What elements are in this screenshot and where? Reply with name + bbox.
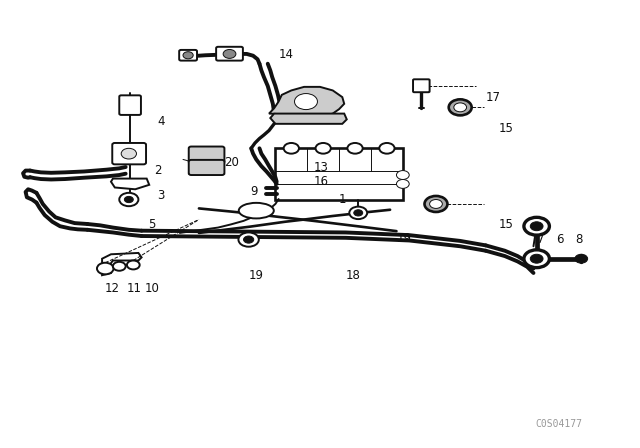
Circle shape [284, 143, 299, 154]
Circle shape [524, 250, 549, 267]
Text: 4: 4 [157, 115, 165, 128]
Circle shape [449, 99, 472, 116]
Circle shape [524, 217, 549, 235]
Circle shape [119, 193, 138, 206]
Circle shape [239, 233, 259, 247]
Text: 8: 8 [575, 233, 582, 246]
Polygon shape [270, 114, 347, 124]
Text: 17: 17 [486, 90, 500, 103]
Circle shape [429, 199, 442, 208]
Circle shape [349, 207, 367, 219]
Circle shape [396, 180, 409, 188]
Circle shape [121, 148, 136, 159]
Circle shape [316, 143, 331, 154]
FancyBboxPatch shape [216, 47, 243, 60]
Circle shape [113, 262, 125, 271]
Circle shape [531, 222, 543, 231]
Text: 13: 13 [314, 160, 328, 173]
Circle shape [531, 254, 543, 263]
Text: 18: 18 [346, 269, 360, 282]
Text: 19: 19 [396, 232, 412, 245]
Text: 6: 6 [556, 233, 563, 246]
Circle shape [124, 196, 133, 202]
Circle shape [396, 171, 409, 180]
Circle shape [454, 103, 467, 112]
Ellipse shape [239, 203, 274, 219]
Text: 5: 5 [148, 217, 156, 231]
Circle shape [244, 236, 253, 243]
FancyBboxPatch shape [189, 160, 225, 175]
Text: 10: 10 [145, 282, 159, 295]
FancyBboxPatch shape [413, 79, 429, 92]
FancyBboxPatch shape [189, 146, 225, 164]
FancyBboxPatch shape [119, 95, 141, 115]
Circle shape [183, 52, 193, 59]
Polygon shape [269, 87, 344, 118]
Circle shape [348, 143, 363, 154]
FancyBboxPatch shape [112, 143, 146, 164]
Text: 15: 15 [499, 122, 513, 135]
Text: 14: 14 [278, 48, 294, 61]
Text: 2: 2 [154, 164, 162, 177]
Polygon shape [111, 179, 149, 189]
Polygon shape [102, 253, 141, 275]
Circle shape [380, 143, 394, 154]
Text: 3: 3 [157, 189, 165, 202]
Text: 7: 7 [537, 233, 544, 246]
Text: 11: 11 [127, 282, 142, 295]
Circle shape [575, 254, 588, 263]
Circle shape [127, 260, 140, 269]
FancyBboxPatch shape [179, 50, 197, 60]
Text: 16: 16 [314, 175, 328, 188]
Circle shape [354, 210, 363, 216]
Circle shape [97, 263, 113, 274]
Circle shape [424, 196, 447, 212]
Text: 9: 9 [250, 185, 257, 198]
Text: 20: 20 [225, 156, 239, 169]
Text: 15: 15 [499, 217, 513, 231]
Text: C0S04177: C0S04177 [536, 419, 582, 429]
Text: 1: 1 [339, 193, 347, 206]
Text: 19: 19 [248, 269, 264, 282]
Circle shape [223, 49, 236, 58]
FancyBboxPatch shape [275, 148, 403, 199]
Circle shape [294, 94, 317, 110]
Text: 12: 12 [104, 282, 120, 295]
